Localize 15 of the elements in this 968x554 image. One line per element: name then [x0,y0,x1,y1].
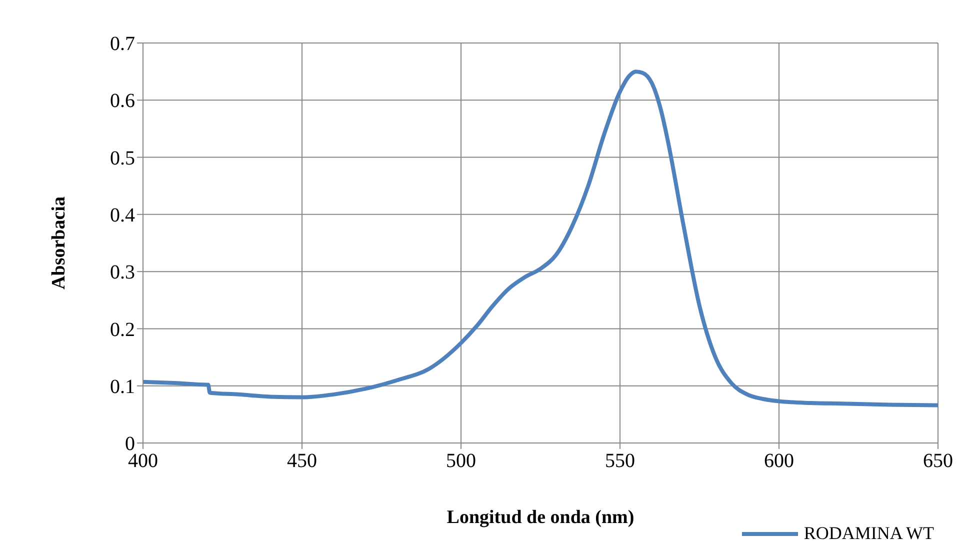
y-axis-title: Absorbacia [48,196,70,290]
x-tick-label: 500 [446,450,476,472]
y-tick-label: 0.4 [110,204,135,227]
y-tick-label: 0.3 [110,262,135,284]
y-tick-label: 0.7 [110,33,135,56]
y-tick-label: 0.2 [110,318,135,341]
legend-label: RODAMINA WT [804,523,934,544]
y-tick-label: 0.1 [110,376,135,398]
x-tick-label: 650 [923,450,953,472]
y-tick-label: 0.5 [110,147,135,170]
x-tick-label: 450 [287,450,317,472]
x-tick-label: 600 [764,450,794,472]
y-tick-label: 0.6 [110,90,135,112]
x-axis-title: Longitud de onda (nm) [446,507,634,528]
x-tick-label: 550 [605,450,635,472]
